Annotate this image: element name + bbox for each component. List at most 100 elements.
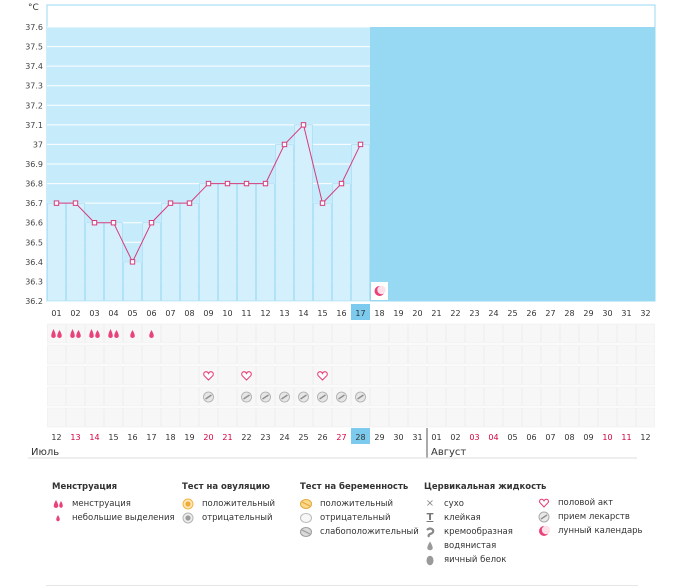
marker-cell bbox=[636, 344, 655, 365]
legend-title-cervical: Цервикальная жидкость bbox=[424, 482, 547, 492]
marker-cell bbox=[237, 407, 256, 428]
y-tick-label: 37 bbox=[33, 140, 43, 149]
marker-cell bbox=[465, 344, 484, 365]
marker-cell bbox=[522, 386, 541, 407]
marker-cell bbox=[237, 323, 256, 344]
legend-item-dry: × сухо bbox=[424, 497, 546, 511]
small-drop-icon bbox=[149, 330, 154, 338]
legend-label-medication: прием лекарств bbox=[558, 512, 630, 522]
marker-cell bbox=[104, 344, 123, 365]
calendar-date-label: 01 bbox=[431, 433, 441, 442]
cycle-day-label: 11 bbox=[241, 309, 251, 318]
marker-cell bbox=[85, 386, 104, 407]
marker-cell bbox=[66, 407, 85, 428]
legend-item-creamy: кремообразная bbox=[424, 525, 546, 539]
marker-cell bbox=[389, 344, 408, 365]
marker-cell bbox=[123, 344, 142, 365]
marker-cell bbox=[275, 407, 294, 428]
marker-cell bbox=[636, 365, 655, 386]
legend-label-menstruation: менструация bbox=[72, 499, 131, 509]
marker-cell bbox=[275, 365, 294, 386]
temp-point-day-10 bbox=[224, 180, 231, 187]
marker-cell bbox=[598, 344, 617, 365]
marker-cell bbox=[199, 344, 218, 365]
cycle-day-label: 18 bbox=[374, 309, 384, 318]
temp-point-day-07 bbox=[167, 200, 174, 206]
calendar-date-label: 10 bbox=[602, 433, 612, 442]
temp-bar-day-01 bbox=[47, 202, 66, 302]
bbt-chart: °C 37.6 37.5 37.4 37.3 37.2 37.1 37 36.9 36.8 36.7… bbox=[25, 3, 656, 459]
temp-point-day-15 bbox=[319, 200, 326, 206]
marker-cell bbox=[161, 386, 180, 407]
marker-cell bbox=[503, 323, 522, 344]
legend-item-sticky: T клейкая bbox=[424, 511, 546, 525]
calendar-date-label: 22 bbox=[241, 433, 251, 442]
t-icon: T bbox=[426, 512, 434, 523]
marker-cell bbox=[294, 365, 313, 386]
temp-bar-day-12 bbox=[256, 183, 275, 302]
legend-item-light-discharge: небольшие выделения bbox=[52, 511, 175, 525]
marker-cell bbox=[332, 344, 351, 365]
blood-drops-icon bbox=[51, 329, 56, 338]
legend-item-ovulation-positive: положительный bbox=[182, 497, 275, 511]
marker-cell bbox=[237, 344, 256, 365]
cycle-day-label: 10 bbox=[222, 309, 232, 318]
y-tick-label: 36.4 bbox=[25, 258, 43, 267]
marker-cell bbox=[104, 407, 123, 428]
marker-cell bbox=[66, 386, 85, 407]
calendar-date-label: 09 bbox=[583, 433, 593, 442]
marker-cell bbox=[47, 386, 66, 407]
calendar-date-label: 07 bbox=[545, 433, 555, 442]
temp-point-day-02 bbox=[72, 200, 79, 206]
calendar-date-label: 30 bbox=[393, 433, 403, 442]
marker-cell bbox=[617, 344, 636, 365]
marker-cell bbox=[142, 386, 161, 407]
legend-menstruation: Менструация менструация небольшие выделе… bbox=[52, 482, 175, 525]
marker-cell bbox=[47, 365, 66, 386]
marker-cell bbox=[617, 386, 636, 407]
marker-cell bbox=[256, 323, 275, 344]
y-tick-label: 36.9 bbox=[25, 160, 43, 169]
marker-cell bbox=[427, 365, 446, 386]
marker-cell bbox=[370, 323, 389, 344]
temp-bar-day-09 bbox=[199, 183, 218, 302]
temp-bar-day-16 bbox=[332, 183, 351, 302]
marker-cell bbox=[66, 365, 85, 386]
marker-cell bbox=[351, 323, 370, 344]
legend: Менструация менструация небольшие выделе… bbox=[52, 482, 652, 577]
marker-cell bbox=[427, 323, 446, 344]
marker-cell bbox=[598, 386, 617, 407]
marker-cell bbox=[161, 323, 180, 344]
marker-cell bbox=[85, 365, 104, 386]
temp-bar-day-11 bbox=[237, 183, 256, 302]
blood-drops-icon bbox=[89, 329, 94, 338]
orange-circle-icon bbox=[182, 498, 194, 510]
marker-cell bbox=[294, 344, 313, 365]
temp-point-day-12 bbox=[262, 180, 269, 187]
month-label-july: Июль bbox=[31, 447, 60, 458]
marker-cell bbox=[484, 386, 503, 407]
calendar-date-label: 31 bbox=[412, 433, 422, 442]
marker-cell bbox=[275, 344, 294, 365]
cycle-day-label: 02 bbox=[70, 309, 80, 318]
marker-cell bbox=[142, 365, 161, 386]
legend-title-ovulation: Тест на овуляцию bbox=[182, 482, 271, 492]
calendar-date-label: 20 bbox=[203, 433, 213, 442]
calendar-date-label: 13 bbox=[70, 433, 80, 442]
marker-cell bbox=[636, 407, 655, 428]
marker-cell bbox=[370, 407, 389, 428]
cycle-day-label: 12 bbox=[260, 309, 270, 318]
marker-cell bbox=[104, 386, 123, 407]
legend-label-dry: сухо bbox=[444, 499, 464, 509]
marker-cell bbox=[389, 407, 408, 428]
legend-label-pregnancy-negative: отрицательный bbox=[320, 513, 391, 523]
marker-cell bbox=[313, 344, 332, 365]
marker-cell bbox=[503, 344, 522, 365]
cycle-day-label: 01 bbox=[51, 309, 61, 318]
temp-point-day-05 bbox=[129, 259, 136, 265]
y-tick-label: 36.3 bbox=[25, 277, 43, 286]
marker-cell bbox=[161, 407, 180, 428]
calendar-date-label: 25 bbox=[298, 433, 308, 442]
marker-cell bbox=[541, 365, 560, 386]
cycle-day-label: 06 bbox=[146, 309, 156, 318]
